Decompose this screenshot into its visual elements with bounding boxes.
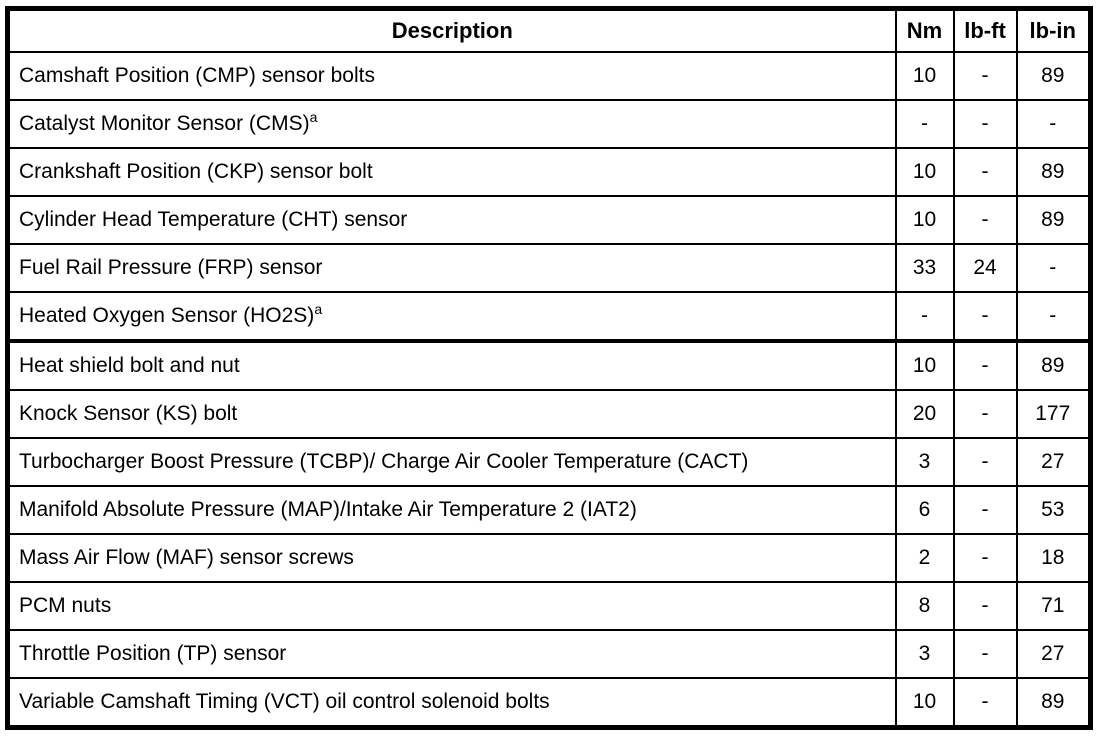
- description-cell: Heat shield bolt and nut: [6, 339, 897, 391]
- lb-ft-cell: -: [952, 437, 1018, 487]
- description-cell: Heated Oxygen Sensor (HO2S)a: [6, 291, 897, 342]
- lb-in-cell: 71: [1015, 581, 1092, 631]
- lb-ft-cell: -: [952, 485, 1018, 535]
- description-cell: Throttle Position (TP) sensor: [6, 629, 897, 679]
- lb-ft-cell: -: [952, 629, 1018, 679]
- description-cell: Catalyst Monitor Sensor (CMS)a: [6, 99, 897, 149]
- table-row: PCM nuts 8 - 71: [6, 581, 1092, 631]
- table-row: Turbocharger Boost Pressure (TCBP)/ Char…: [6, 437, 1092, 487]
- footnote-marker: a: [314, 301, 323, 317]
- nm-cell: 20: [894, 389, 955, 439]
- lb-ft-cell: -: [952, 677, 1018, 729]
- table-row: Heated Oxygen Sensor (HO2S)a - - -: [6, 291, 1092, 342]
- table-row: Cylinder Head Temperature (CHT) sensor 1…: [6, 195, 1092, 245]
- torque-spec-table: Description Nm lb-ft lb-in Camshaft Posi…: [5, 6, 1093, 730]
- lb-ft-cell: -: [952, 147, 1018, 197]
- header-row: Description Nm lb-ft lb-in: [6, 7, 1092, 53]
- description-text: Knock Sensor (KS) bolt: [19, 402, 238, 425]
- nm-cell: 10: [894, 677, 955, 729]
- description-text: Turbocharger Boost Pressure (TCBP)/ Char…: [19, 450, 749, 473]
- nm-cell: -: [894, 291, 955, 342]
- lb-in-cell: 177: [1015, 389, 1092, 439]
- description-text: Crankshaft Position (CKP) sensor bolt: [19, 160, 373, 183]
- lb-in-cell: -: [1015, 243, 1092, 293]
- lb-ft-cell: -: [952, 99, 1018, 149]
- nm-cell: 8: [894, 581, 955, 631]
- table-row: Camshaft Position (CMP) sensor bolts 10 …: [6, 51, 1092, 101]
- lb-in-cell: 89: [1015, 339, 1092, 391]
- nm-cell: 10: [894, 339, 955, 391]
- nm-cell: 10: [894, 147, 955, 197]
- description-text: Catalyst Monitor Sensor (CMS): [19, 112, 310, 135]
- lb-ft-cell: -: [952, 291, 1018, 342]
- description-text: PCM nuts: [19, 594, 112, 617]
- description-text: Cylinder Head Temperature (CHT) sensor: [19, 208, 408, 231]
- description-text: Heated Oxygen Sensor (HO2S): [19, 304, 315, 327]
- table-row: Knock Sensor (KS) bolt 20 - 177: [6, 389, 1092, 439]
- description-text: Manifold Absolute Pressure (MAP)/Intake …: [19, 498, 637, 521]
- lb-ft-cell: -: [952, 339, 1018, 391]
- description-cell: Manifold Absolute Pressure (MAP)/Intake …: [6, 485, 897, 535]
- lb-in-cell: 27: [1015, 629, 1092, 679]
- description-cell: Variable Camshaft Timing (VCT) oil contr…: [6, 677, 897, 729]
- table-row: Crankshaft Position (CKP) sensor bolt 10…: [6, 147, 1092, 197]
- nm-cell: 10: [894, 51, 955, 101]
- nm-cell: 6: [894, 485, 955, 535]
- lb-ft-cell: -: [952, 533, 1018, 583]
- lb-in-cell: -: [1015, 291, 1092, 342]
- description-text: Camshaft Position (CMP) sensor bolts: [19, 64, 375, 87]
- column-header-lb-in: lb-in: [1015, 7, 1092, 53]
- lb-in-cell: 89: [1015, 51, 1092, 101]
- description-text: Variable Camshaft Timing (VCT) oil contr…: [19, 690, 550, 713]
- description-cell: Crankshaft Position (CKP) sensor bolt: [6, 147, 897, 197]
- table-row: Heat shield bolt and nut 10 - 89: [6, 339, 1092, 391]
- nm-cell: -: [894, 99, 955, 149]
- description-cell: Mass Air Flow (MAF) sensor screws: [6, 533, 897, 583]
- nm-cell: 33: [894, 243, 955, 293]
- nm-cell: 3: [894, 629, 955, 679]
- lb-in-cell: 18: [1015, 533, 1092, 583]
- table-row: Throttle Position (TP) sensor 3 - 27: [6, 629, 1092, 679]
- description-text: Mass Air Flow (MAF) sensor screws: [19, 546, 354, 569]
- lb-ft-cell: -: [952, 195, 1018, 245]
- table-row: Mass Air Flow (MAF) sensor screws 2 - 18: [6, 533, 1092, 583]
- nm-cell: 3: [894, 437, 955, 487]
- lb-ft-cell: -: [952, 51, 1018, 101]
- column-header-nm: Nm: [894, 7, 955, 53]
- lb-in-cell: 89: [1015, 677, 1092, 729]
- description-cell: Turbocharger Boost Pressure (TCBP)/ Char…: [6, 437, 897, 487]
- footnote-marker: a: [309, 109, 318, 125]
- description-cell: Knock Sensor (KS) bolt: [6, 389, 897, 439]
- description-text: Throttle Position (TP) sensor: [19, 642, 287, 665]
- column-header-lb-ft: lb-ft: [952, 7, 1018, 53]
- description-cell: Camshaft Position (CMP) sensor bolts: [6, 51, 897, 101]
- lb-in-cell: 89: [1015, 195, 1092, 245]
- table-row: Variable Camshaft Timing (VCT) oil contr…: [6, 677, 1092, 729]
- lb-ft-cell: -: [952, 389, 1018, 439]
- description-cell: Fuel Rail Pressure (FRP) sensor: [6, 243, 897, 293]
- lb-in-cell: -: [1015, 99, 1092, 149]
- lb-ft-cell: 24: [952, 243, 1018, 293]
- lb-ft-cell: -: [952, 581, 1018, 631]
- lb-in-cell: 27: [1015, 437, 1092, 487]
- description-cell: PCM nuts: [6, 581, 897, 631]
- table-row: Manifold Absolute Pressure (MAP)/Intake …: [6, 485, 1092, 535]
- lb-in-cell: 53: [1015, 485, 1092, 535]
- nm-cell: 2: [894, 533, 955, 583]
- description-text: Fuel Rail Pressure (FRP) sensor: [19, 256, 323, 279]
- lb-in-cell: 89: [1015, 147, 1092, 197]
- table-row: Fuel Rail Pressure (FRP) sensor 33 24 -: [6, 243, 1092, 293]
- table-row: Catalyst Monitor Sensor (CMS)a - - -: [6, 99, 1092, 149]
- column-header-description: Description: [6, 7, 897, 53]
- description-cell: Cylinder Head Temperature (CHT) sensor: [6, 195, 897, 245]
- description-text: Heat shield bolt and nut: [19, 354, 240, 377]
- nm-cell: 10: [894, 195, 955, 245]
